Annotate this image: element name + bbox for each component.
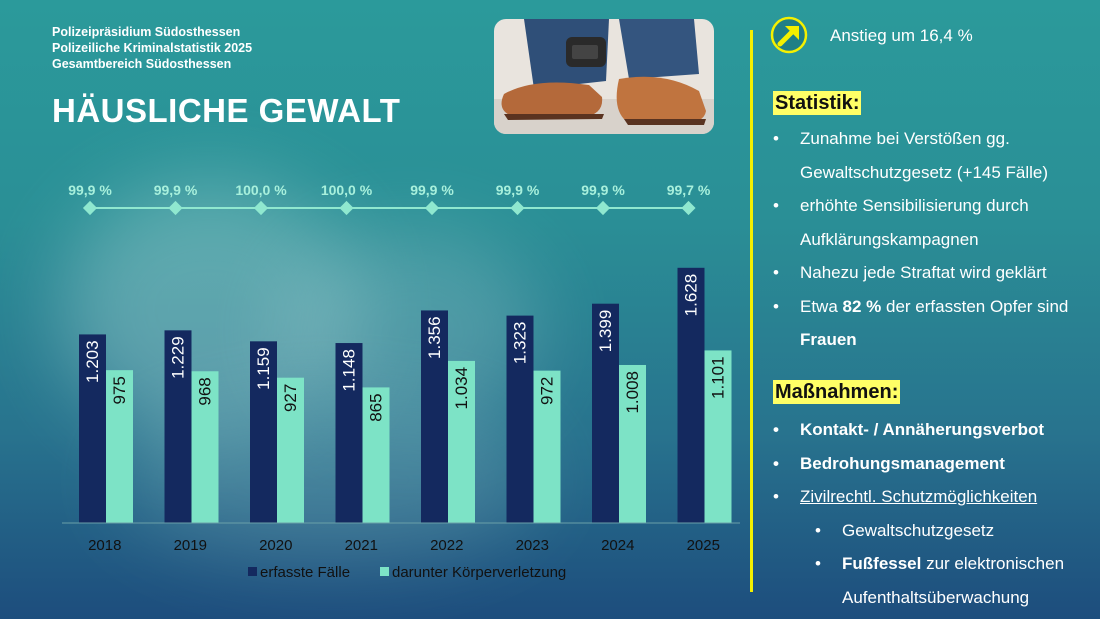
statistik-title: Statistik [775, 92, 853, 114]
line-marker [595, 200, 611, 216]
bar-value-label: 1.628 [682, 274, 701, 317]
arrow-up-right-icon [770, 16, 808, 54]
bar-erfasste-faelle [592, 303, 619, 523]
bar-chart: 1.203 975 1.229 968 1.159 927 1.148 865 1.356 1.0… [62, 182, 740, 581]
bar-value-label: 927 [281, 384, 300, 412]
bar-value-label: 1.101 [709, 356, 728, 399]
divider-line [750, 30, 753, 592]
line-value-label: 99,9 % [581, 182, 625, 198]
bar-value-label: 1.203 [83, 340, 102, 383]
legend-label: darunter Körperverletzung [392, 564, 566, 581]
bar-value-label: 1.034 [452, 367, 471, 410]
x-tick-label: 2024 [601, 537, 634, 554]
bar-value-label: 968 [196, 377, 215, 405]
bar-erfasste-faelle [164, 330, 192, 523]
line-value-label: 99,7 % [667, 182, 711, 198]
line-marker [253, 200, 269, 216]
list-item: Bedrohungsmanagement [770, 447, 1064, 481]
x-tick-label: 2020 [259, 537, 292, 554]
line-marker [424, 200, 440, 216]
statistik-list: Zunahme bei Verstößen gg.Gewaltschutzges… [770, 122, 1068, 357]
header-line-2: Polizeiliche Kriminalstatistik 2025 [52, 41, 253, 55]
list-item: Kontakt- / Annäherungsverbot [770, 413, 1064, 447]
trend-text: Anstieg um 16,4 % [830, 26, 973, 45]
line-marker [82, 200, 98, 216]
line-value-label: 99,9 % [154, 182, 198, 198]
x-tick-label: 2021 [345, 537, 378, 554]
bar-koerperverletzung [448, 360, 475, 523]
line-marker [339, 200, 354, 216]
bar-value-label: 1.229 [169, 336, 188, 379]
line-value-label: 99,9 % [410, 182, 454, 198]
massnahmen-heading: Maßnahmen: [773, 380, 901, 404]
x-tick-label: 2025 [687, 537, 720, 554]
bar-koerperverletzung [533, 370, 561, 523]
list-item: Fußfessel zur elektronischenAufenthaltsü… [770, 547, 1064, 614]
list-item: Zunahme bei Verstößen gg.Gewaltschutzges… [770, 122, 1068, 189]
line-marker [681, 200, 696, 216]
bar-koerperverletzung [704, 350, 732, 523]
bar-koerperverletzung [619, 364, 646, 523]
header-line-1: Polizeipräsidium Südosthessen [52, 25, 241, 39]
bar-erfasste-faelle [506, 315, 534, 523]
bar-koerperverletzung [362, 387, 390, 523]
bar-koerperverletzung [277, 377, 304, 523]
x-tick-label: 2023 [516, 537, 549, 554]
header: Polizeipräsidium Südosthessen Polizeilic… [52, 24, 252, 72]
list-item: Zivilrechtl. Schutzmöglichkeiten [770, 480, 1064, 514]
bar-erfasste-faelle [335, 343, 363, 523]
background-blob [280, 230, 540, 430]
bar-value-label: 1.399 [596, 310, 615, 353]
bar-erfasste-faelle [421, 310, 448, 523]
bar-erfasste-faelle [79, 334, 106, 523]
line-value-label: 99,9 % [68, 182, 112, 198]
info-panel: Anstieg um 16,4 % Statistik: Zunahme bei… [770, 0, 1095, 619]
ankle-monitor-photo [494, 19, 714, 134]
page-title: HÄUSLICHE GEWALT [52, 92, 401, 129]
line-value-label: 100,0 % [321, 182, 373, 198]
statistik-colon: : [852, 92, 860, 114]
bar-koerperverletzung [106, 370, 133, 523]
bar-erfasste-faelle [677, 267, 705, 523]
bar-value-label: 1.323 [511, 322, 530, 365]
bar-value-label: 1.008 [623, 371, 642, 414]
x-tick-label: 2022 [430, 537, 463, 554]
bar-erfasste-faelle [250, 341, 277, 523]
legend-label: erfasste Fälle [260, 564, 350, 581]
massnahmen-colon: : [891, 381, 899, 403]
bar-value-label: 1.159 [254, 347, 273, 390]
x-tick-label: 2018 [88, 537, 121, 554]
bar-value-label: 1.356 [425, 316, 444, 359]
bar-value-label: 975 [110, 376, 129, 404]
bar-value-label: 972 [538, 377, 557, 405]
legend-swatch [248, 567, 257, 576]
bar-value-label: 1.148 [340, 349, 359, 392]
list-item: Nahezu jede Straftat wird geklärt [770, 256, 1068, 290]
header-line-3: Gesamtbereich Südosthessen [52, 57, 232, 71]
bar-value-label: 865 [367, 393, 386, 421]
massnahmen-title: Maßnahmen [775, 381, 892, 403]
list-item: erhöhte Sensibilisierung durchAufklärung… [770, 189, 1068, 256]
line-value-label: 100,0 % [235, 182, 287, 198]
line-marker [168, 200, 183, 216]
list-item: Gewaltschutzgesetz [770, 514, 1064, 548]
bar-koerperverletzung [191, 371, 219, 523]
line-marker [510, 200, 525, 216]
x-tick-label: 2019 [174, 537, 207, 554]
statistik-heading: Statistik: [773, 91, 862, 115]
massnahmen-list: Kontakt- / Annäherungsverbot Bedrohungsm… [770, 413, 1064, 614]
line-value-label: 99,9 % [496, 182, 540, 198]
legend-swatch [380, 567, 389, 576]
